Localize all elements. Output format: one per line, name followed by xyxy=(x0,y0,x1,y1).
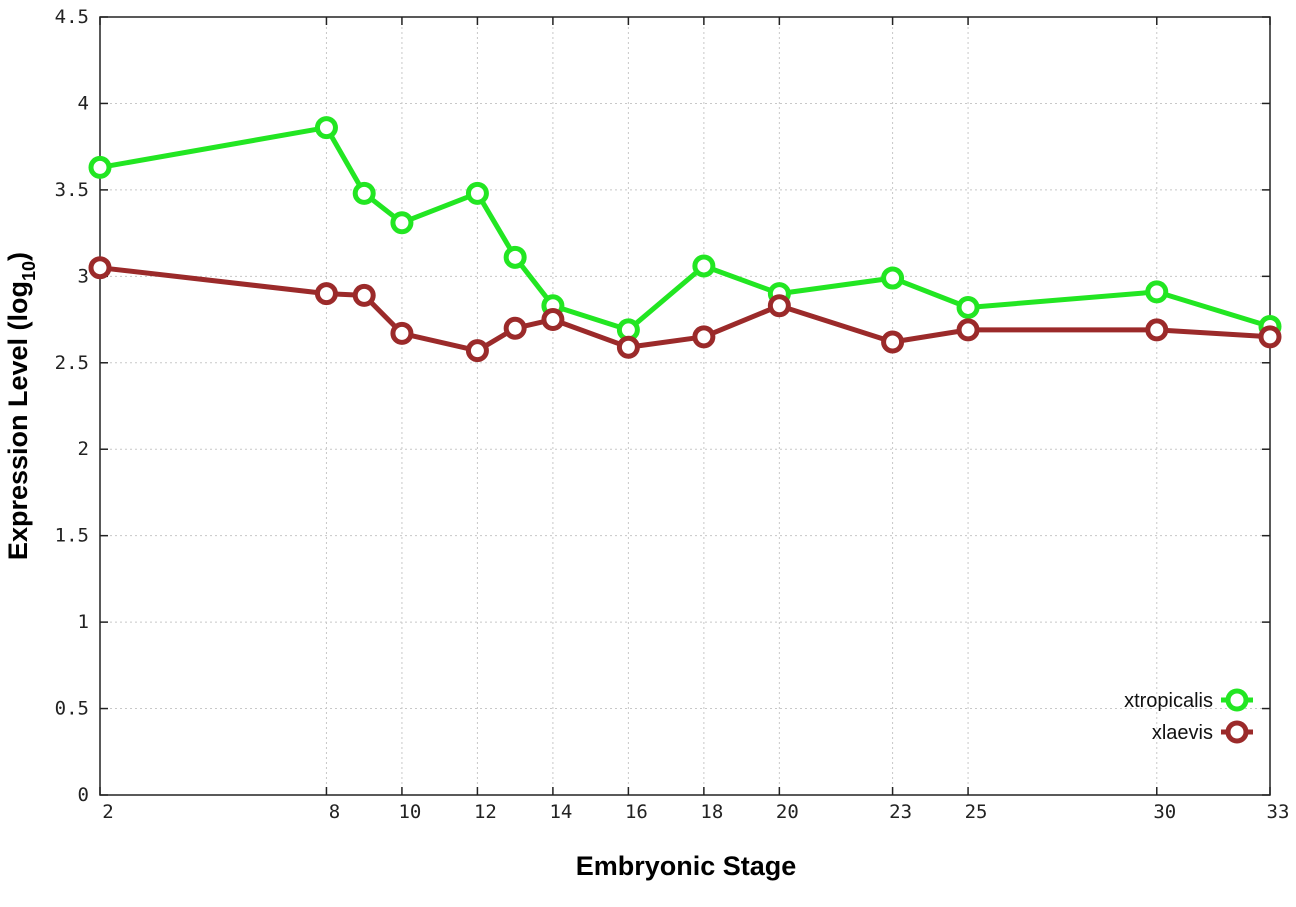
series-line-xtropicalis xyxy=(99,125,1271,333)
data-point-xlaevis xyxy=(767,294,791,318)
x-tick-label: 12 xyxy=(474,801,497,823)
data-point-xtropicalis xyxy=(692,254,716,278)
data-point-xlaevis xyxy=(881,330,905,354)
data-point-xlaevis xyxy=(465,339,489,363)
y-tick-label: 1.5 xyxy=(55,525,89,547)
legend-label-xtropicalis: xtropicalis xyxy=(1124,690,1213,712)
y-axis-title-close: ) xyxy=(3,252,33,261)
series-xtropicalis xyxy=(88,116,1282,342)
y-axis-title: Expression Level (log10) xyxy=(3,252,39,560)
y-tick-label: 2.5 xyxy=(55,352,89,374)
data-point-xtropicalis xyxy=(956,295,980,319)
legend-marker-xtropicalis xyxy=(1225,688,1249,712)
data-point-xtropicalis xyxy=(1145,280,1169,304)
data-point-xlaevis xyxy=(314,282,338,306)
data-point-xtropicalis xyxy=(390,211,414,235)
y-tick-label: 4 xyxy=(78,92,89,114)
data-point-xlaevis xyxy=(352,283,376,307)
series-xlaevis xyxy=(88,256,1282,363)
x-tick-label: 8 xyxy=(329,801,340,823)
y-tick-label: 1 xyxy=(78,611,89,633)
data-point-xlaevis xyxy=(956,318,980,342)
x-tick-label: 20 xyxy=(776,801,799,823)
data-point-xlaevis xyxy=(88,256,112,280)
data-point-xlaevis xyxy=(541,308,565,332)
axis-ticks: 0 0.5 1 1.5 2 2.5 3 3.5 4 4.5 2 8 10 12 14 16 18 20 23 25 30… xyxy=(55,6,1290,823)
data-point-xtropicalis xyxy=(314,116,338,140)
x-tick-label: 33 xyxy=(1267,801,1290,823)
data-point-xlaevis xyxy=(1258,325,1282,349)
y-axis-title-subscript: 10 xyxy=(19,261,39,281)
legend: xtropicalis xlaevis xyxy=(1124,688,1253,744)
data-point-xtropicalis xyxy=(88,155,112,179)
y-tick-label: 0.5 xyxy=(55,698,89,720)
data-point-xtropicalis xyxy=(352,181,376,205)
y-tick-label: 3.5 xyxy=(55,179,89,201)
legend-marker-xlaevis xyxy=(1225,720,1249,744)
data-point-xtropicalis xyxy=(465,181,489,205)
data-point-xlaevis xyxy=(692,325,716,349)
data-point-xlaevis xyxy=(616,335,640,359)
y-tick-label: 3 xyxy=(78,265,89,287)
data-point-xlaevis xyxy=(390,321,414,345)
grid-lines xyxy=(100,17,1270,795)
x-tick-label: 16 xyxy=(625,801,648,823)
legend-label-xlaevis: xlaevis xyxy=(1152,722,1213,744)
x-tick-label: 30 xyxy=(1153,801,1176,823)
x-tick-label: 25 xyxy=(965,801,988,823)
x-tick-label: 23 xyxy=(889,801,912,823)
y-tick-label: 2 xyxy=(78,438,89,460)
data-point-xtropicalis xyxy=(881,266,905,290)
data-point-xlaevis xyxy=(503,316,527,340)
plot-frame xyxy=(99,16,1271,796)
series-lines xyxy=(88,116,1282,363)
x-tick-label: 18 xyxy=(700,801,723,823)
y-tick-label: 0 xyxy=(78,784,89,806)
x-tick-label: 14 xyxy=(549,801,572,823)
y-tick-label: 4.5 xyxy=(55,6,89,28)
data-point-xtropicalis xyxy=(503,245,527,269)
x-axis-title: Embryonic Stage xyxy=(576,851,797,881)
x-tick-label: 10 xyxy=(398,801,421,823)
x-tick-label: 2 xyxy=(102,801,113,823)
data-point-xlaevis xyxy=(1145,318,1169,342)
y-axis-title-main: Expression Level (log xyxy=(3,281,33,560)
